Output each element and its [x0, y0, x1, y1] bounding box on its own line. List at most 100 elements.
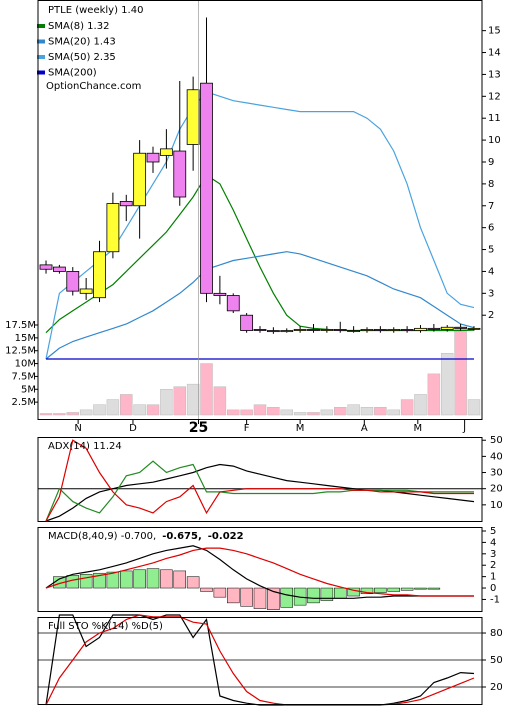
histogram-bar — [106, 571, 120, 589]
candle-body — [253, 329, 267, 331]
volume-bar — [186, 383, 200, 416]
volume-bar — [253, 404, 267, 416]
histogram-bar — [186, 576, 200, 589]
line-series — [45, 547, 474, 597]
candle-body — [146, 152, 160, 163]
y-tick-label: 11 — [488, 113, 501, 124]
candle-body — [200, 82, 213, 294]
y-tick-label: 10M — [15, 359, 36, 370]
y-tick-label: 6 — [488, 223, 494, 234]
histogram-bar — [146, 568, 160, 589]
y-tick-label: 4 — [490, 537, 496, 548]
legend-swatch — [37, 55, 45, 59]
panel-frame — [37, 527, 483, 612]
y-tick-label: 2 — [488, 310, 494, 321]
y-tick-label: 5 — [488, 245, 494, 256]
candle-body — [266, 330, 280, 333]
legend-swatch — [37, 70, 45, 75]
volume-bar — [146, 404, 160, 416]
y-tick-label: -1 — [490, 594, 500, 605]
candle-body — [387, 329, 401, 331]
y-tick-label: 50 — [490, 435, 503, 446]
y-tick-label: 3 — [488, 288, 494, 299]
candle-body — [333, 329, 347, 331]
y-tick-label: 3 — [490, 549, 496, 560]
y-tick-label: 7.5M — [11, 371, 36, 382]
histogram-bar — [133, 569, 146, 589]
volume-bar — [293, 412, 307, 416]
x-tick-label: M — [296, 423, 305, 434]
y-tick-label: 12.5M — [5, 346, 36, 357]
y-tick-label: 2.5M — [11, 397, 36, 408]
candle-body — [213, 292, 227, 296]
volume-bar — [213, 386, 227, 416]
x-tick-label: N — [74, 423, 81, 434]
volume-bar — [400, 399, 414, 416]
candle-body — [226, 295, 240, 312]
y-tick-label: 50 — [490, 655, 503, 666]
candle-body — [240, 314, 254, 331]
y-tick-label: 12 — [488, 91, 501, 102]
y-tick-label: 1 — [490, 572, 496, 583]
candle-body — [427, 327, 441, 330]
histogram-bar — [200, 587, 213, 592]
y-tick-label: 10 — [490, 500, 503, 511]
histogram-bar — [387, 587, 400, 592]
volume-bar — [160, 389, 173, 416]
line-series — [45, 439, 474, 522]
x-tick-label: 25 — [189, 420, 208, 436]
candle-body — [414, 327, 427, 331]
legend-swatch — [37, 24, 45, 28]
annotation: OptionChance.com — [46, 81, 141, 92]
candle-body — [159, 148, 173, 156]
histogram-bar — [374, 587, 387, 593]
panel-title: Full STO %K(14) %D(5) — [48, 621, 163, 632]
y-tick-label: 8 — [488, 179, 494, 190]
volume-bar — [387, 409, 400, 416]
panel-title: -0.022 — [208, 531, 244, 542]
legend-label: SMA(50) 2.35 — [48, 52, 116, 63]
histogram-bar — [79, 574, 93, 589]
volume-bar — [227, 409, 240, 416]
histogram-bar — [160, 569, 173, 589]
y-tick-label: 40 — [490, 451, 503, 462]
x-tick-label: J — [462, 423, 466, 434]
candle-body — [307, 329, 320, 331]
y-tick-label: 0 — [490, 583, 496, 594]
volume-bar — [133, 404, 146, 416]
histogram-bar — [360, 587, 374, 594]
x-tick-label: A — [361, 423, 368, 434]
histogram-bar — [427, 587, 441, 590]
volume-bar — [200, 363, 213, 416]
volume-bar — [66, 412, 80, 416]
histogram-bar — [333, 587, 347, 599]
x-tick-label: F — [244, 423, 250, 434]
volume-bar — [414, 394, 427, 416]
panel-title: ADX(14) 11.24 — [48, 441, 122, 452]
legend-box — [40, 2, 160, 94]
candle-body — [320, 329, 334, 331]
volume-bar — [106, 399, 120, 416]
y-tick-label: 9 — [488, 157, 494, 168]
candle-body — [119, 200, 133, 207]
volume-bar — [427, 373, 441, 416]
histogram-bar — [227, 587, 240, 604]
candle-body — [93, 251, 106, 299]
panel-frame — [37, 0, 483, 420]
y-tick-label: 5 — [490, 526, 496, 537]
volume-bar — [454, 327, 467, 416]
y-tick-label: 15 — [488, 26, 501, 37]
volume-bar — [347, 404, 360, 416]
candle-body — [400, 329, 414, 331]
candle-body — [39, 264, 53, 270]
line-series — [45, 251, 475, 360]
histogram-bar — [320, 587, 334, 601]
histogram-bar — [93, 572, 106, 589]
panel-frame — [37, 617, 483, 705]
y-tick-label: 14 — [488, 48, 501, 59]
candle-body — [280, 330, 294, 333]
line-series — [45, 614, 475, 706]
legend-swatch — [37, 39, 45, 44]
legend-label: SMA(8) 1.32 — [48, 21, 109, 32]
histogram-bar — [400, 587, 414, 591]
